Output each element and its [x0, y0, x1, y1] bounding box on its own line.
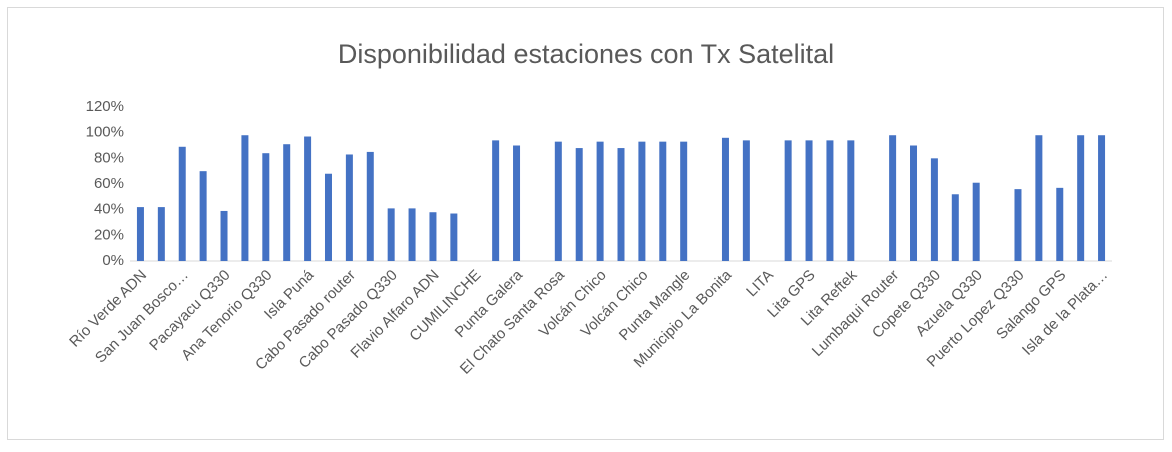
bar [1077, 135, 1085, 261]
bar [1035, 135, 1043, 261]
bar [721, 137, 729, 261]
bar [429, 212, 437, 261]
bar [345, 154, 353, 261]
bar [492, 140, 500, 261]
bar [784, 140, 792, 261]
bar [889, 135, 897, 261]
bar [596, 141, 604, 261]
bar [805, 140, 813, 261]
bar [575, 148, 583, 261]
bar [951, 194, 959, 261]
bar [304, 136, 312, 261]
bar [554, 141, 562, 261]
bar [680, 141, 688, 261]
y-tick-label: 60% [94, 175, 124, 192]
bar [847, 140, 855, 261]
bar [659, 141, 667, 261]
bar [930, 158, 938, 261]
bar [826, 140, 834, 261]
y-tick-label: 20% [94, 226, 124, 243]
bar [972, 182, 980, 261]
y-tick-label: 100% [86, 124, 124, 141]
bar [513, 145, 521, 261]
bar [324, 173, 332, 261]
bar [366, 151, 374, 261]
y-tick-label: 0% [102, 252, 124, 269]
bar [157, 207, 165, 261]
y-tick-label: 120% [86, 98, 124, 115]
bar [283, 144, 291, 261]
bar [220, 210, 228, 261]
bar [387, 208, 395, 261]
bar [241, 135, 249, 261]
bar [1014, 189, 1022, 261]
bar [1098, 135, 1106, 261]
bar [136, 207, 144, 261]
bar [742, 140, 750, 261]
bar [408, 208, 416, 261]
bar [910, 145, 918, 261]
bar [617, 148, 625, 261]
chart-title: Disponibilidad estaciones con Tx Satelit… [338, 39, 834, 69]
bar [1056, 187, 1064, 261]
bar [199, 171, 207, 261]
y-tick-label: 40% [94, 201, 124, 218]
bar [178, 146, 186, 261]
bar [450, 213, 458, 261]
y-tick-label: 80% [94, 149, 124, 166]
bar [638, 141, 646, 261]
bar [262, 153, 270, 261]
